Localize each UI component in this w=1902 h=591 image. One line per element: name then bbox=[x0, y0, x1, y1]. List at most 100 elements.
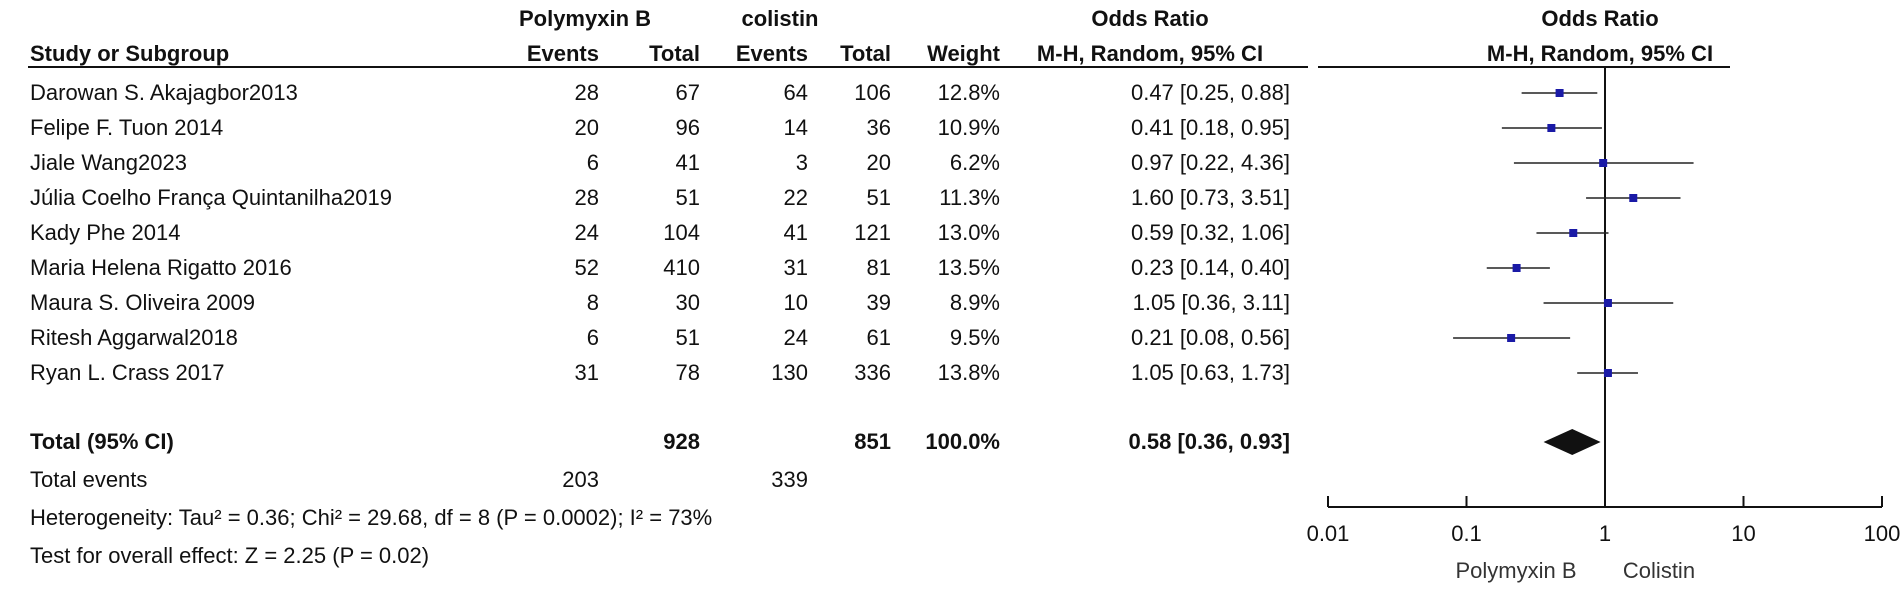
weight-header: Weight bbox=[927, 41, 1000, 66]
favours-left-label: Polymyxin B bbox=[1455, 558, 1576, 583]
events2-cell: 130 bbox=[771, 360, 808, 385]
total1-cell: 78 bbox=[675, 360, 700, 385]
events2-cell: 24 bbox=[783, 325, 808, 350]
events1-cell: 52 bbox=[574, 255, 599, 280]
total2-cell: 336 bbox=[854, 360, 891, 385]
study-name: Ritesh Aggarwal2018 bbox=[30, 325, 238, 350]
total-events-label: Total events bbox=[30, 467, 148, 492]
total2-cell: 51 bbox=[866, 185, 891, 210]
total2-value: 851 bbox=[854, 429, 891, 454]
point-marker bbox=[1603, 299, 1612, 307]
total2-cell: 106 bbox=[854, 80, 891, 105]
events2-cell: 22 bbox=[783, 185, 808, 210]
point-marker bbox=[1507, 334, 1516, 342]
events2-cell: 31 bbox=[783, 255, 808, 280]
weight-cell: 13.0% bbox=[937, 220, 1000, 245]
ci-text-cell: 1.60 [0.73, 3.51] bbox=[1130, 185, 1290, 210]
weight-cell: 12.8% bbox=[937, 80, 1000, 105]
study-name: Ryan L. Crass 2017 bbox=[30, 360, 225, 385]
events1-cell: 28 bbox=[574, 185, 599, 210]
total1-cell: 96 bbox=[675, 115, 700, 140]
or-column-title: Odds Ratio bbox=[1091, 6, 1209, 31]
weight-cell: 13.5% bbox=[937, 255, 1000, 280]
ci-text-cell: 0.97 [0.22, 4.36] bbox=[1130, 150, 1290, 175]
point-marker bbox=[1599, 159, 1608, 167]
x-tick-label: 0.01 bbox=[1307, 521, 1350, 546]
events2-cell: 10 bbox=[783, 290, 808, 315]
ci-text-cell: 0.59 [0.32, 1.06] bbox=[1130, 220, 1290, 245]
total1-cell: 104 bbox=[663, 220, 700, 245]
plot-subtitle: M-H, Random, 95% CI bbox=[1486, 41, 1714, 66]
point-marker bbox=[1547, 124, 1556, 132]
x-tick-label: 1 bbox=[1599, 521, 1611, 546]
group1-header: Polymyxin B bbox=[518, 6, 652, 31]
total2-cell: 39 bbox=[866, 290, 891, 315]
point-marker bbox=[1629, 194, 1638, 202]
study-name: Felipe F. Tuon 2014 bbox=[30, 115, 224, 140]
favours-right-label: Colistin bbox=[1623, 558, 1695, 583]
total-events1: 203 bbox=[562, 467, 599, 492]
events1-cell: 28 bbox=[574, 80, 599, 105]
ci-text-cell: 0.47 [0.25, 0.88] bbox=[1130, 80, 1290, 105]
ci-text-cell: 1.05 [0.63, 1.73] bbox=[1130, 360, 1290, 385]
events2-cell: 64 bbox=[783, 80, 808, 105]
weight-cell: 13.8% bbox=[937, 360, 1000, 385]
study-name: Júlia Coelho França Quintanilha2019 bbox=[30, 185, 393, 210]
events2-header: Events bbox=[735, 41, 808, 66]
events1-cell: 6 bbox=[586, 150, 599, 175]
weight-cell: 10.9% bbox=[937, 115, 1000, 140]
total1-cell: 30 bbox=[675, 290, 700, 315]
events1-cell: 8 bbox=[586, 290, 599, 315]
plot-header-underline bbox=[1318, 66, 1730, 68]
point-marker bbox=[1569, 229, 1578, 237]
total-weight: 100.0% bbox=[925, 429, 1000, 454]
total1-cell: 67 bbox=[675, 80, 700, 105]
ci-text-cell: 0.41 [0.18, 0.95] bbox=[1130, 115, 1290, 140]
overall-effect-text: Test for overall effect: Z = 2.25 (P = 0… bbox=[30, 543, 430, 568]
total1-value: 928 bbox=[663, 429, 700, 454]
pooled-diamond bbox=[1543, 429, 1601, 455]
events1-cell: 31 bbox=[574, 360, 599, 385]
x-tick-label: 100 bbox=[1864, 521, 1901, 546]
or-column-subtitle: M-H, Random, 95% CI bbox=[1036, 41, 1264, 66]
total1-cell: 410 bbox=[663, 255, 700, 280]
total2-cell: 121 bbox=[854, 220, 891, 245]
events2-cell: 14 bbox=[783, 115, 808, 140]
total1-cell: 51 bbox=[675, 325, 700, 350]
total-events2: 339 bbox=[771, 467, 808, 492]
ci-text-cell: 1.05 [0.36, 3.11] bbox=[1132, 290, 1290, 315]
x-tick-label: 0.1 bbox=[1451, 521, 1482, 546]
weight-cell: 11.3% bbox=[939, 185, 1000, 210]
study-column-header: Study or Subgroup bbox=[30, 41, 230, 66]
point-marker bbox=[1603, 369, 1612, 377]
study-name: Maura S. Oliveira 2009 bbox=[30, 290, 255, 315]
total1-cell: 51 bbox=[675, 185, 700, 210]
total-label: Total (95% CI) bbox=[30, 429, 174, 454]
total1-header: Total bbox=[649, 41, 700, 66]
study-name: Darowan S. Akajagbor2013 bbox=[30, 80, 298, 105]
total1-cell: 41 bbox=[675, 150, 700, 175]
total2-cell: 36 bbox=[866, 115, 891, 140]
weight-cell: 8.9% bbox=[949, 290, 1000, 315]
plot-title: Odds Ratio bbox=[1541, 6, 1659, 31]
heterogeneity-text: Heterogeneity: Tau² = 0.36; Chi² = 29.68… bbox=[30, 505, 713, 530]
total-ci-text: 0.58 [0.36, 0.93] bbox=[1128, 429, 1290, 454]
events1-cell: 24 bbox=[574, 220, 599, 245]
events2-cell: 41 bbox=[783, 220, 808, 245]
point-marker bbox=[1512, 264, 1521, 272]
total2-header: Total bbox=[840, 41, 891, 66]
total2-cell: 20 bbox=[866, 150, 891, 175]
weight-cell: 9.5% bbox=[949, 325, 1000, 350]
x-tick-label: 10 bbox=[1731, 521, 1755, 546]
point-marker bbox=[1555, 89, 1564, 97]
study-name: Jiale Wang2023 bbox=[30, 150, 187, 175]
ci-text-cell: 0.23 [0.14, 0.40] bbox=[1130, 255, 1290, 280]
study-name: Kady Phe 2014 bbox=[30, 220, 181, 245]
total2-cell: 81 bbox=[866, 255, 891, 280]
group2-header: colistin bbox=[741, 6, 819, 31]
events1-header: Events bbox=[526, 41, 599, 66]
events1-cell: 6 bbox=[586, 325, 599, 350]
header-underline bbox=[28, 66, 1308, 68]
study-name: Maria Helena Rigatto 2016 bbox=[30, 255, 292, 280]
